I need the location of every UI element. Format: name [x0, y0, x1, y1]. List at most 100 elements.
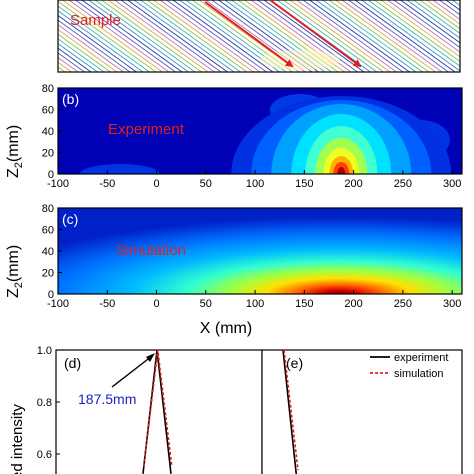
panel-c-y-axis-label: Z2(mm) [5, 245, 25, 298]
sample-stripe [302, 0, 404, 72]
sample-stripe [58, 71, 59, 72]
sample-stripe [120, 0, 222, 72]
panel-e-letter: (e) [286, 355, 303, 371]
sample-stripe [432, 0, 460, 20]
experiment-contour [337, 167, 346, 174]
sample-stripe [466, 0, 474, 72]
x-tick-label: 0 [153, 178, 159, 190]
sample-stripe [58, 52, 85, 72]
sample-stripe [0, 0, 20, 72]
sample-stripe [309, 0, 410, 72]
panel-e-frame [261, 349, 463, 474]
sample-stripe [367, 0, 460, 67]
x-tick-label: 200 [344, 178, 362, 190]
simulation-heatmap [58, 208, 462, 294]
x-tick-label: 200 [344, 298, 362, 310]
y-tick-label: 0 [48, 289, 54, 301]
sample-stripe [172, 0, 274, 72]
sample-stripe [58, 38, 105, 72]
sample-stripe [0, 0, 7, 72]
legend-experiment-label: experiment [394, 352, 448, 364]
sample-stripe [58, 14, 137, 72]
sample-stripe [146, 0, 248, 72]
x-tick-label: 150 [295, 178, 313, 190]
y-tick-label: 40 [42, 126, 54, 138]
sample-stripe [58, 47, 92, 72]
sample-stripe [58, 43, 98, 72]
sample-stripe [140, 0, 241, 72]
sample-stripe [413, 0, 460, 35]
sample-stripe [361, 0, 460, 72]
y-tick-label: 0.6 [37, 449, 52, 461]
x-tick-label: -100 [47, 298, 69, 310]
sample-stripe [133, 0, 235, 72]
y-tick-label: 60 [42, 225, 54, 237]
sample-stripe [114, 0, 215, 72]
sample-stripe [58, 10, 144, 72]
panel-b-letter: (b) [62, 91, 79, 107]
x-tick-label: 0 [153, 298, 159, 310]
y-tick-label: 20 [42, 148, 54, 160]
sample-stripe [296, 0, 397, 72]
sample-stripe [0, 0, 46, 72]
sample-stripe [58, 33, 111, 72]
sample-stripe [426, 0, 460, 25]
sample-stripe [75, 0, 176, 72]
sample-stripe [58, 66, 66, 72]
y-tick-label: 0.8 [37, 397, 52, 409]
sample-stripe [81, 0, 183, 72]
y-tick-label: 40 [42, 246, 54, 258]
sample-stripe [328, 0, 430, 72]
sample-stripe [0, 0, 26, 72]
sample-stripe [58, 19, 131, 72]
sample-stripe [58, 24, 124, 72]
peak-arrow [111, 355, 153, 388]
sample-stripes [0, 0, 474, 72]
sample-stripe [58, 57, 79, 72]
y-tick-label: 0 [48, 169, 54, 181]
y-tick-label: 80 [42, 203, 54, 215]
panel-e-simulation-line [283, 349, 299, 471]
panel-d-y-axis-label: ed intensity [9, 404, 26, 474]
x-tick-label: 150 [295, 298, 313, 310]
sample-stripe [257, 0, 358, 72]
panel-d-y-ticks: 0.6 0.8 1.0 [37, 345, 60, 461]
x-tick-label: 50 [200, 298, 212, 310]
sample-label: Sample [70, 12, 121, 29]
sample-stripe [322, 0, 423, 72]
y-tick-label: 60 [42, 105, 54, 117]
sample-stripe [88, 0, 189, 72]
panel-c-y-ticks: 0 20 40 60 80 [42, 203, 62, 301]
x-tick-label: 300 [443, 298, 461, 310]
panel-a: Sample [0, 0, 474, 73]
panel-d-letter: (d) [64, 355, 81, 371]
sample-stripe [94, 0, 196, 72]
sample-stripe [283, 0, 384, 72]
sample-glow [260, 50, 340, 70]
panel-c-letter: (c) [62, 211, 78, 227]
sample-stripe [458, 0, 460, 2]
x-tick-label: 50 [200, 178, 212, 190]
sample-stripe [62, 0, 163, 72]
sample-stripe [58, 0, 157, 72]
sample-stripe [315, 0, 417, 72]
legend-simulation-label: simulation [394, 368, 444, 380]
sample-stripe [58, 28, 118, 72]
scan-arrow-1 [204, 1, 294, 68]
panel-a-frame [57, 0, 461, 73]
panel-b-x-ticks: -100 -50 0 50 100 150 200 250 300 [47, 170, 461, 190]
sample-stripe [380, 0, 460, 58]
panel-c-x-ticks: -100 -50 0 50 100 150 200 250 300 [47, 290, 461, 310]
scan-arrows [204, 0, 362, 68]
peak-arrow-head [146, 353, 155, 362]
sample-stripe [101, 0, 202, 72]
sample-stripe [335, 0, 436, 72]
sample-stripe [0, 0, 39, 72]
legend: experiment simulation [370, 352, 448, 380]
panel-d-simulation-line [143, 349, 173, 467]
experiment-heatmap [80, 94, 452, 174]
sample-stripe [400, 0, 460, 44]
y-tick-label: 20 [42, 268, 54, 280]
